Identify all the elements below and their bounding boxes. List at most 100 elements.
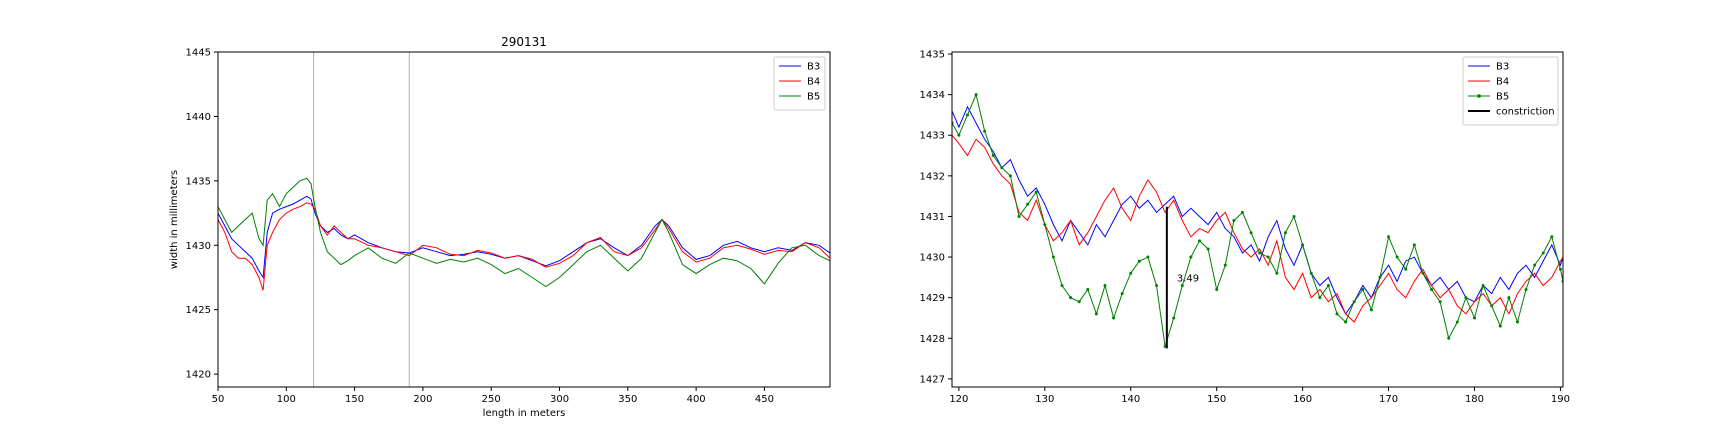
right-b5-point [1069,296,1073,300]
right-b5-point [1103,283,1107,287]
right-b5-point [1455,320,1459,324]
left-chart-title: 290131 [501,35,547,49]
right-b5-point [1223,263,1227,267]
right-b5-point [1215,288,1219,292]
left-x-tick-label: 150 [345,394,364,405]
right-b5-point [957,133,961,137]
right-b5-point [1507,296,1511,300]
left-x-tick-label: 200 [413,394,432,405]
left-legend-label-b5: B5 [807,92,820,103]
left-legend-label-b3: B3 [807,62,820,73]
right-b5-point [1206,247,1210,251]
right-b5-point [1438,300,1442,304]
right-b5-point [1361,288,1365,292]
right-b5-point [1472,316,1476,320]
left-series-line-b3 [218,195,830,280]
right-legend-marker-b5 [1477,94,1481,98]
left-series-line-b5 [218,177,830,288]
left-x-tick-label: 300 [550,394,569,405]
chart-left: 50 100 150 200 250 300 350 400 450 1420 1425 1430 14… [169,35,831,419]
right-b5-point [1017,214,1021,218]
left-x-tick-label: 50 [212,394,225,405]
right-b5-point [1060,283,1064,287]
chart-right: 3.49 120 130 140 150 160 170 180 190 1427 1428 1429… [920,50,1570,405]
right-b5-point [1043,223,1047,227]
right-b5-point [1266,255,1270,259]
left-x-axis-label: length in meters [483,408,566,419]
right-b5-point [1524,288,1528,292]
left-y-axis-label: width in millimeters [169,170,180,269]
right-b5-point [1387,235,1391,239]
right-b5-point [1395,255,1399,259]
right-b5-point [1240,210,1244,214]
right-b5-point [1189,255,1193,259]
right-b5-point [1249,231,1253,235]
right-b5-point [1000,166,1004,170]
right-series-group [952,92,1563,348]
right-b5-point [1232,219,1236,223]
right-legend-box [1462,56,1559,126]
right-b5-point [1326,283,1330,287]
left-x-tick-label: 450 [755,394,774,405]
right-series-line-b5 [952,92,1563,347]
right-b5-point [1481,283,1485,287]
right-constriction-label: 3.49 [1177,274,1199,285]
right-b5-point [1146,255,1150,259]
right-b5-point [1086,288,1090,292]
right-b5-point [1352,300,1356,304]
right-x-tick-label: 140 [1121,394,1140,405]
right-b5-point [1094,312,1098,316]
left-x-tick-label: 100 [277,394,296,405]
right-x-tick-label: 160 [1293,394,1312,405]
right-b5-point [1120,292,1124,296]
left-y-tick-label: 1425 [186,305,211,316]
right-b5-point [1112,316,1116,320]
right-x-tick-label: 170 [1379,394,1398,405]
right-b5-point [1172,316,1176,320]
right-y-tick-label: 1429 [920,293,945,304]
right-b5-point [1155,283,1159,287]
right-b5-point [1283,231,1287,235]
right-b5-point [1447,336,1451,340]
left-axes-frame [217,51,831,388]
right-y-tick-label: 1432 [920,171,945,182]
right-b5-point [1258,251,1262,255]
right-legend-label-constriction: constriction [1496,107,1555,118]
right-b5-point [1137,259,1141,263]
left-series-line-b4 [218,202,830,291]
right-y-tick-label: 1433 [920,131,945,142]
right-b5-point [1008,174,1012,178]
right-series-line-b4 [952,134,1563,323]
right-b5-point [1292,214,1296,218]
right-y-tick-label: 1430 [920,253,945,264]
left-x-tick-label: 400 [687,394,706,405]
right-y-tick-label: 1427 [920,374,945,385]
right-legend: B3 B4 B5 constriction [1462,56,1559,126]
right-b5-point [1369,308,1373,312]
right-b5-point [1026,202,1030,206]
right-x-tick-label: 120 [949,394,968,405]
right-b5-point [1378,275,1382,279]
right-b5-point [1490,304,1494,308]
right-x-tick-label: 190 [1551,394,1570,405]
right-b5-point [1180,283,1184,287]
right-b5-point [1301,243,1305,247]
right-b5-point [1464,296,1468,300]
right-b5-point [1344,320,1348,324]
left-y-tick-label: 1430 [186,241,211,252]
right-b5-point [1533,263,1537,267]
right-b5-point [1515,320,1519,324]
right-b5-point [1541,251,1545,255]
right-axes-frame [951,51,1564,388]
right-x-tick-label: 150 [1207,394,1226,405]
right-b5-point [1129,271,1133,275]
right-legend-label-b3: B3 [1496,62,1509,73]
right-legend-label-b4: B4 [1496,77,1509,88]
right-b5-point [983,129,987,133]
right-b5-point [1412,243,1416,247]
left-legend-box [773,56,826,111]
right-legend-label-b5: B5 [1496,92,1509,103]
left-x-tick-label: 250 [482,394,501,405]
right-b5-point [1498,324,1502,328]
right-b5-point [1197,239,1201,243]
